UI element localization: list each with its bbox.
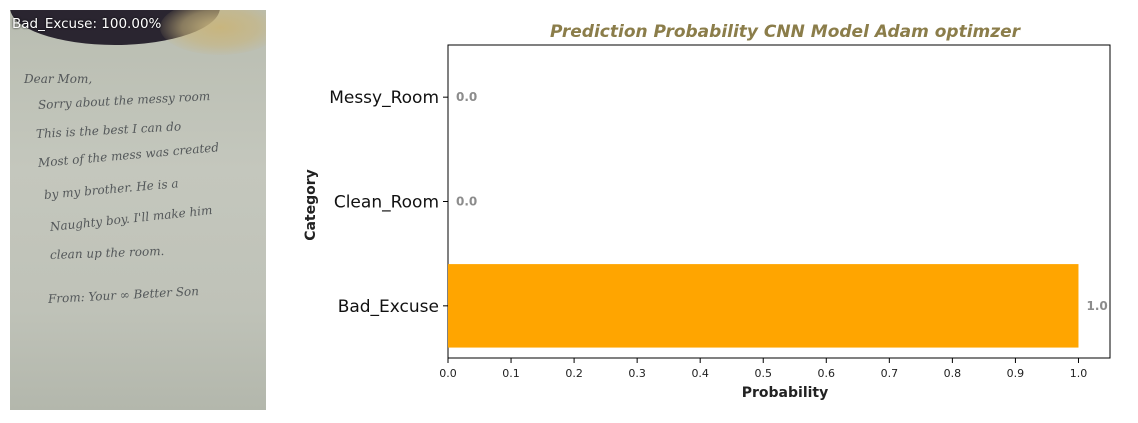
handwritten-note-line: Naughty boy. I'll make him (49, 202, 213, 234)
photo-light-glare (160, 10, 266, 55)
y-tick-label: Clean_Room (334, 193, 439, 213)
handwritten-note-line: Sorry about the messy room (37, 88, 211, 112)
x-tick-label: 0.4 (691, 367, 709, 380)
y-tick-label: Messy_Room (329, 88, 439, 108)
handwritten-note-line: From: Your ∞ Better Son (47, 284, 200, 306)
bar-value-label: 1.0 (1086, 299, 1107, 313)
x-tick-label: 0.5 (754, 367, 772, 380)
x-tick-label: 0.3 (628, 367, 646, 380)
handwritten-note-line: Most of the mess was created (37, 140, 220, 170)
bar-value-label: 0.0 (456, 90, 477, 104)
x-tick-label: 0.9 (1007, 367, 1025, 380)
y-axis-label: Category (303, 169, 319, 241)
prediction-overlay-label: Bad_Excuse: 100.00% (12, 16, 162, 32)
handwritten-note-line: Dear Mom, (24, 72, 93, 86)
x-tick-label: 1.0 (1070, 367, 1088, 380)
x-tick-label: 0.2 (565, 367, 583, 380)
x-tick-label: 0.7 (881, 367, 899, 380)
handwritten-note-line: clean up the room. (49, 244, 165, 262)
handwritten-note-line: This is the best I can do (35, 119, 182, 141)
bar-value-label: 0.0 (456, 195, 477, 209)
bar (448, 264, 1079, 348)
plot-area: Messy_Room 0.0 Clean_Room 0.0 Bad_Excuse 1.0 0… (329, 44, 1111, 380)
chart-title: Prediction Probability CNN Model Adam op… (550, 22, 1022, 42)
x-axis-label: Probability (742, 385, 829, 401)
x-tick-label: 0.8 (944, 367, 962, 380)
prediction-chart: Prediction Probability CNN Model Adam op… (280, 0, 1138, 419)
x-tick-label: 0.6 (818, 367, 836, 380)
bar-chart-svg: Prediction Probability CNN Model Adam op… (303, 22, 1111, 401)
handwritten-note-line: by my brother. He is a (43, 176, 180, 202)
y-tick-label: Bad_Excuse (338, 297, 439, 317)
input-photo: Bad_Excuse: 100.00% Dear Mom, Sorry abou… (10, 10, 266, 410)
x-tick-label: 0.0 (439, 367, 457, 380)
x-tick-label: 0.1 (502, 367, 520, 380)
